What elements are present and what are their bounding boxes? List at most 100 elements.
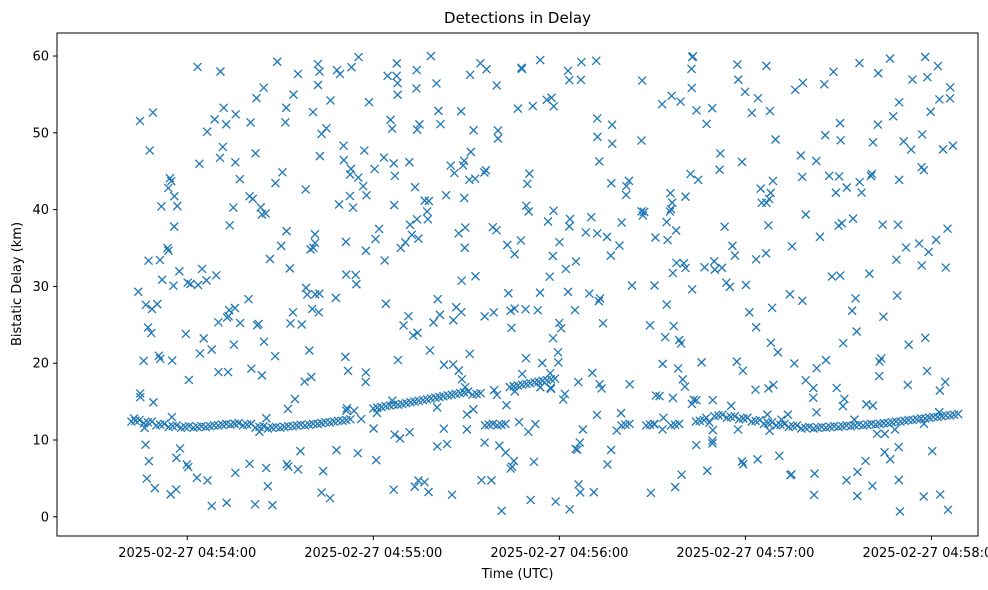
data-point-198 — [489, 308, 499, 317]
data-point-56 — [425, 345, 435, 355]
data-point-43 — [857, 188, 867, 198]
data-point-51 — [621, 181, 631, 191]
data-point-124 — [888, 111, 898, 121]
data-point-254 — [482, 64, 491, 74]
data-point-460 — [834, 172, 844, 181]
data-point-69 — [364, 97, 374, 107]
data-point-399 — [224, 305, 234, 315]
data-point-86 — [169, 222, 179, 232]
data-point-330 — [207, 501, 217, 511]
data-point-577 — [705, 418, 714, 427]
data-point-488 — [166, 489, 176, 499]
data-point-138 — [542, 95, 552, 105]
data-point-294 — [852, 467, 862, 477]
y-tick-label-0: 0 — [41, 510, 49, 525]
data-point-279 — [434, 106, 443, 116]
data-point-103 — [934, 95, 944, 104]
data-point-129 — [537, 358, 547, 368]
data-point-259 — [668, 268, 678, 278]
data-point-405 — [687, 83, 697, 93]
data-point-9 — [466, 147, 476, 157]
data-point-115 — [468, 404, 478, 414]
data-point-477 — [880, 429, 890, 439]
data-point-599 — [868, 401, 878, 411]
data-point-58 — [374, 224, 384, 234]
data-point-532 — [658, 424, 668, 434]
data-point-250 — [497, 506, 507, 516]
data-point-588 — [687, 284, 697, 294]
y-tick-label-5: 50 — [32, 126, 49, 141]
data-point-388 — [283, 404, 293, 414]
data-point-411 — [381, 299, 391, 309]
data-point-446 — [157, 275, 167, 285]
data-point-700 — [476, 388, 486, 398]
data-point-402 — [278, 167, 287, 177]
data-point-304 — [730, 251, 740, 260]
data-point-292 — [339, 141, 349, 151]
data-point-307 — [380, 256, 390, 265]
data-point-596 — [283, 462, 293, 472]
data-point-697 — [463, 387, 473, 397]
data-point-527 — [345, 191, 355, 201]
data-point-443 — [502, 240, 512, 250]
data-point-190 — [259, 337, 269, 347]
data-point-342 — [733, 75, 743, 85]
data-point-502 — [638, 210, 648, 220]
data-point-541 — [480, 438, 490, 448]
data-point-25 — [223, 367, 233, 377]
data-point-8 — [658, 413, 668, 423]
data-point-461 — [924, 247, 934, 257]
data-point-233 — [143, 323, 153, 332]
data-point-29 — [751, 385, 760, 395]
data-point-582 — [575, 438, 585, 448]
data-point-393 — [521, 201, 531, 211]
data-point-104 — [424, 196, 434, 206]
data-point-187 — [572, 445, 582, 455]
data-point-470 — [462, 409, 472, 419]
data-point-212 — [835, 118, 845, 128]
data-point-372 — [549, 101, 559, 111]
data-point-14 — [766, 188, 776, 198]
data-point-245 — [874, 371, 884, 381]
data-point-17 — [524, 169, 534, 179]
data-point-236 — [285, 263, 295, 273]
x-tick-label-4: 2025-02-27 04:58:00 — [862, 546, 988, 561]
data-point-706 — [500, 419, 510, 429]
data-point-261 — [141, 300, 151, 310]
data-point-555 — [894, 442, 904, 452]
data-point-484 — [290, 394, 300, 404]
data-point-553 — [432, 78, 441, 88]
data-point-745 — [767, 417, 777, 427]
data-point-458 — [576, 75, 586, 85]
data-point-452 — [546, 384, 556, 394]
data-point-325 — [535, 288, 545, 298]
data-point-539 — [174, 266, 184, 276]
data-point-558 — [738, 366, 748, 376]
data-point-614 — [181, 329, 191, 339]
data-point-435 — [413, 234, 423, 244]
data-point-97 — [393, 78, 402, 88]
plot-frame — [56, 32, 979, 537]
data-point-469 — [439, 424, 449, 434]
data-point-589 — [310, 238, 320, 248]
data-point-542 — [141, 440, 151, 450]
data-point-585 — [790, 85, 800, 95]
data-point-231 — [521, 353, 531, 363]
data-point-679 — [389, 400, 399, 410]
data-point-172 — [245, 459, 255, 469]
data-point-285 — [163, 246, 173, 256]
data-point-391 — [334, 200, 344, 209]
data-point-122 — [197, 264, 207, 274]
data-point-490 — [676, 97, 685, 106]
data-point-15 — [395, 434, 405, 443]
data-point-622 — [135, 415, 144, 425]
data-point-77 — [167, 412, 177, 422]
data-point-486 — [808, 383, 818, 393]
data-point-202 — [680, 192, 690, 202]
data-point-175 — [543, 217, 553, 226]
data-point-536 — [506, 306, 516, 316]
data-point-448 — [561, 264, 571, 274]
data-point-481 — [607, 120, 617, 130]
data-point-363 — [721, 278, 731, 288]
data-point-510 — [442, 439, 452, 449]
